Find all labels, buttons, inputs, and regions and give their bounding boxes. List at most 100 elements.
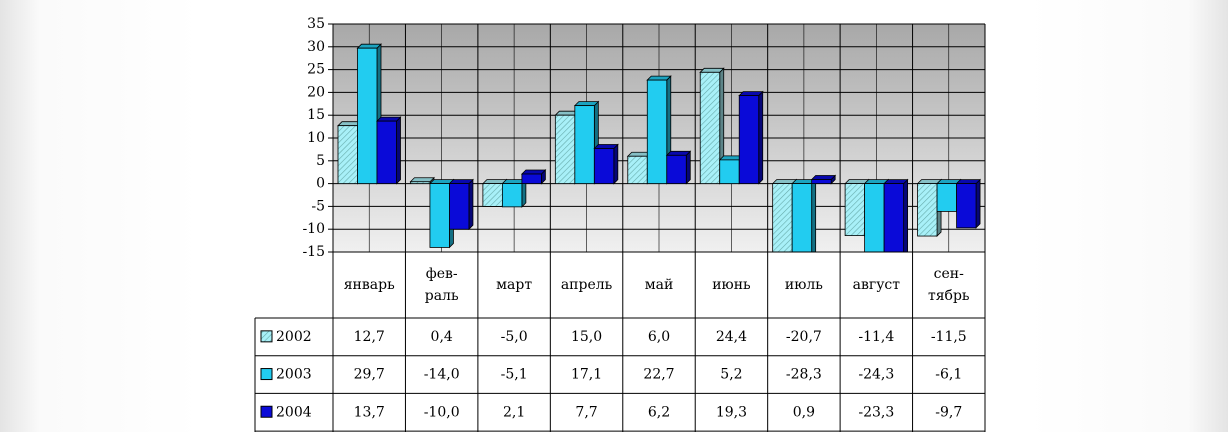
bar [627, 155, 648, 185]
table-value: 6,0 [648, 329, 670, 345]
table-value: 24,4 [716, 329, 747, 345]
bar [844, 183, 866, 236]
bar-top [593, 144, 619, 149]
category-label: сен-тябрь [928, 266, 970, 304]
bar-top [810, 175, 837, 180]
y-tick-label: -5 [311, 198, 325, 214]
table-value: 7,7 [575, 404, 597, 420]
bar-top [356, 43, 382, 49]
y-tick-label: 25 [307, 62, 325, 78]
table-value: 0,9 [793, 404, 815, 420]
y-tick-label: 5 [316, 153, 325, 169]
category-label: июнь [712, 277, 751, 293]
bar-top [738, 91, 764, 96]
table-value: 15,0 [571, 329, 602, 345]
bar-side [903, 178, 909, 252]
legend-label: 2004 [276, 404, 312, 420]
y-tick-label: 15 [307, 107, 325, 123]
table-value: 13,7 [354, 404, 385, 420]
table-value: 12,7 [354, 329, 385, 345]
bar [738, 95, 760, 185]
bar [699, 71, 721, 184]
legend-swatch [260, 330, 273, 343]
bar-side [685, 150, 691, 185]
bar [554, 114, 576, 184]
bar [936, 183, 957, 212]
y-tick-label: 0 [316, 176, 325, 192]
table-value: 2,1 [503, 404, 525, 420]
bar-top [955, 179, 982, 185]
bar [357, 47, 378, 185]
category-label: январь [344, 277, 395, 293]
category-label: август [853, 277, 901, 293]
bars [337, 43, 982, 252]
bar [646, 79, 668, 184]
bar [883, 183, 905, 252]
bar-side [975, 178, 981, 229]
bar [811, 179, 832, 185]
bar [410, 181, 431, 185]
bar [593, 148, 615, 185]
table-value: 17,1 [571, 367, 602, 383]
legend-label: 2003 [276, 367, 312, 383]
bar [956, 183, 977, 229]
bar [791, 183, 813, 252]
bar [376, 120, 397, 184]
bar [917, 183, 938, 237]
bar-top [409, 177, 435, 183]
bar-side [758, 90, 764, 185]
y-tick-label: 20 [307, 84, 325, 100]
y-tick-label: 10 [307, 130, 325, 146]
table-value: 5,2 [720, 367, 742, 383]
legend-swatch [260, 405, 273, 418]
table-value: -20,7 [786, 329, 822, 345]
table-value: -9,7 [935, 404, 962, 420]
legend-label: 2002 [276, 329, 312, 345]
data-table: январь фев-раль март апрель май июнь июль авгус… [254, 251, 986, 432]
table-value: -14,0 [424, 367, 460, 383]
table-value: 6,2 [648, 404, 670, 420]
table-value: 19,3 [716, 404, 747, 420]
bar-top [573, 101, 600, 107]
category-label: май [645, 277, 674, 293]
table-value: 29,7 [354, 367, 385, 383]
bar-top [665, 150, 692, 156]
bar-side [468, 178, 474, 231]
bar-top [883, 179, 909, 185]
y-tick-label: -10 [302, 221, 325, 237]
bar-top [646, 75, 672, 81]
bar [521, 173, 542, 185]
bar [666, 154, 687, 185]
y-tick-label: -15 [302, 244, 325, 260]
category-label: апрель [561, 277, 613, 293]
table-value: -11,4 [858, 329, 894, 345]
bar-top [376, 116, 402, 122]
bar [501, 183, 523, 208]
bar [337, 125, 358, 185]
table-value: -5,0 [501, 329, 528, 345]
bar-top [520, 169, 547, 175]
bar [772, 183, 793, 252]
table-value: 22,7 [643, 367, 674, 383]
y-tick-label: 35 [307, 16, 325, 32]
category-label: март [496, 277, 532, 293]
bar [429, 183, 450, 248]
bar [449, 183, 470, 230]
bar [482, 183, 503, 207]
bar-top [448, 179, 474, 185]
bar-side [396, 116, 401, 185]
table-value: -11,5 [931, 329, 967, 345]
table-value: -10,0 [424, 404, 460, 420]
bar [719, 159, 740, 185]
category-label: июль [785, 277, 823, 293]
bar-top [699, 67, 725, 73]
table-value: -23,3 [858, 404, 894, 420]
bar-side [613, 143, 619, 185]
category-label: фев-раль [425, 266, 459, 304]
table-value: -24,3 [858, 367, 894, 383]
y-tick-label: 30 [307, 39, 325, 55]
legend-swatch [260, 368, 273, 381]
bar [574, 105, 595, 184]
